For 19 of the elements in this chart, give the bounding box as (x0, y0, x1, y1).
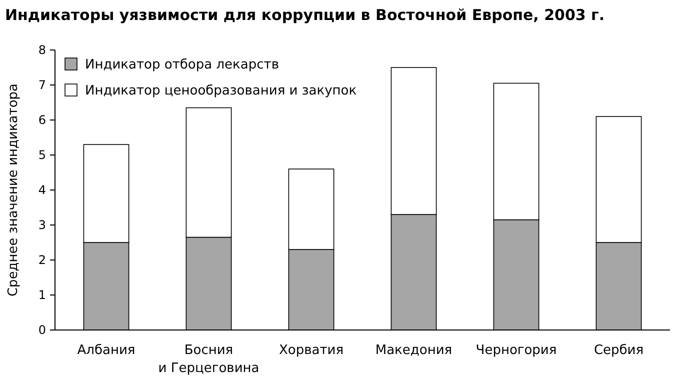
legend-label: Индикатор отбора лекарств (85, 58, 279, 73)
x-tick-label: Сербия (594, 343, 644, 358)
y-tick-label: 3 (38, 218, 46, 232)
y-tick-label: 8 (38, 43, 46, 58)
x-tick-label: Босния и Герцеговина (158, 343, 260, 376)
legend-label: Индикатор ценообразования и закупок (85, 84, 357, 99)
y-tick-label: 1 (38, 288, 46, 302)
x-tick-label: Албания (77, 343, 136, 358)
y-tick-label: 6 (38, 113, 46, 128)
y-tick-label: 4 (38, 183, 46, 198)
y-axis-title: Среднее значение индикатора (6, 83, 21, 297)
chart-title: Индикаторы уязвимости для коррупции в Восточной Европе, 2003 г. (5, 6, 605, 24)
x-tick-label: Македония (375, 343, 452, 358)
y-tick-label: 2 (38, 253, 46, 268)
y-tick-label: 5 (38, 148, 46, 162)
y-tick-label: 7 (38, 78, 46, 92)
x-tick-label: Черногория (476, 343, 557, 358)
y-tick-label: 0 (38, 323, 46, 338)
x-tick-label: Хорватия (278, 343, 344, 358)
